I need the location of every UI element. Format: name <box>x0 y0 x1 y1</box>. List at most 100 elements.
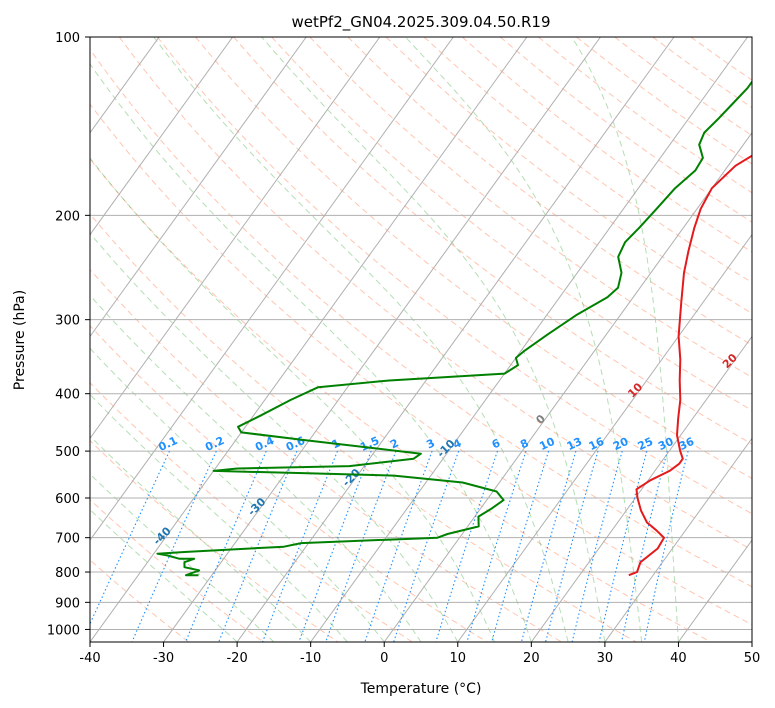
mixing-ratio-line <box>364 450 433 642</box>
dry-adiabat-line <box>652 37 752 109</box>
isotherm-gridline <box>678 539 752 642</box>
dry-adiabat-line <box>461 37 752 253</box>
isotherm-gridline <box>383 131 752 642</box>
mixing-ratio-line <box>598 450 648 642</box>
x-tick-label: 20 <box>523 651 540 666</box>
y-tick-label: 600 <box>55 492 80 507</box>
moist-adiabat-line <box>90 63 532 642</box>
dry-adiabat-line <box>90 439 339 642</box>
dry-adiabat-line <box>347 37 752 346</box>
isotherm-gridline <box>457 233 752 642</box>
y-tick-label: 300 <box>55 314 80 329</box>
moist-adiabat-line <box>90 473 275 642</box>
mixing-ratio-line <box>325 450 397 642</box>
y-tick-label: 200 <box>55 209 80 224</box>
isotherm-gridline <box>604 437 752 642</box>
dry-adiabat-line <box>385 37 752 315</box>
dry-adiabat-line <box>233 37 752 445</box>
mixing-ratio-label: 20 <box>611 435 631 453</box>
isotherm-label: -40 <box>151 524 174 547</box>
mixing-ratio-line <box>520 450 577 642</box>
mixing-ratio-line <box>435 450 499 642</box>
isotherm-gridline <box>90 37 234 236</box>
mixing-ratio-line <box>185 450 267 642</box>
isotherm-label: -20 <box>340 466 363 489</box>
x-tick-label: 0 <box>380 651 388 666</box>
x-tick-label: 30 <box>597 651 614 666</box>
dry-adiabat-line <box>614 37 752 137</box>
moist-adiabat-line <box>90 294 422 642</box>
moist-adiabat-line <box>90 347 385 642</box>
moist-adiabat-line <box>90 157 496 642</box>
x-tick-label: 50 <box>744 651 761 666</box>
background-lines <box>0 37 752 642</box>
isotherm-gridline <box>236 37 675 642</box>
dry-adiabat-line <box>90 213 637 642</box>
moist-adiabat-line <box>405 37 643 642</box>
profile-lines <box>156 80 752 577</box>
x-tick-label: -10 <box>300 651 321 666</box>
mixing-ratio-line <box>643 450 689 642</box>
y-tick-label: 700 <box>55 532 80 547</box>
mixing-ratio-line <box>90 450 170 626</box>
y-tick-label: 400 <box>55 388 80 403</box>
dry-adiabat-line <box>271 37 752 411</box>
mixing-ratio-line <box>218 450 298 642</box>
axis-ticks: -40 -30 -20 -10 0 10 20 30 40 5010020030040050060… <box>47 31 760 666</box>
x-tick-label: 10 <box>450 651 467 666</box>
mixing-ratio-line <box>261 450 339 642</box>
isotherm-gridline <box>90 37 454 542</box>
isotherm-label: 10 <box>625 380 645 400</box>
mixing-ratio-label: 13 <box>565 435 584 453</box>
plot-frame <box>89 36 753 643</box>
dry-adiabat-line <box>90 559 190 642</box>
mixing-ratio-line <box>571 450 623 642</box>
chart-title: wetPf2_GN04.2025.309.04.50.R19 <box>291 13 550 32</box>
isotherm-gridline <box>163 37 601 642</box>
isotherm-label: -30 <box>245 495 268 518</box>
moist-adiabat-line <box>90 393 348 642</box>
moist-adiabat-line <box>153 37 569 642</box>
isotherm-label: 0 <box>533 412 548 427</box>
mixing-ratio-line <box>298 450 372 642</box>
y-tick-label: 900 <box>55 596 80 611</box>
dry-adiabat-line <box>90 324 488 642</box>
mixing-ratio-line <box>131 450 217 642</box>
dewpoint-line <box>156 80 752 577</box>
y-tick-label: 100 <box>55 31 80 46</box>
x-tick-label: -30 <box>153 651 174 666</box>
dry-adiabat-line <box>90 103 752 626</box>
mixing-ratio-line <box>466 450 527 642</box>
dry-adiabat-line <box>90 158 712 642</box>
mixing-ratio-line <box>491 450 550 642</box>
mixing-ratio-line <box>393 450 460 642</box>
dry-adiabat-line <box>90 48 752 588</box>
y-tick-label: 1000 <box>47 623 80 638</box>
x-tick-label: -40 <box>79 651 100 666</box>
moist-adiabat-line <box>90 232 459 642</box>
mixing-ratio-line <box>545 450 599 642</box>
isotherm-gridline <box>90 37 381 440</box>
isotherm-gridline <box>0 37 12 642</box>
dry-adiabat-line <box>90 268 562 642</box>
y-axis-title: Pressure (hPa) <box>12 290 28 390</box>
x-tick-label: -20 <box>226 651 247 666</box>
isotherm-gridline <box>90 37 307 338</box>
y-tick-label: 500 <box>55 445 80 460</box>
x-axis-title: Temperature (°C) <box>360 681 482 697</box>
dry-adiabat-line <box>690 37 752 81</box>
mixing-ratio-label: 36 <box>677 435 697 453</box>
mixing-ratio-label: 16 <box>587 435 607 453</box>
dry-adiabat-line <box>118 37 752 551</box>
mixing-ratio-label: 6 <box>490 436 503 451</box>
y-tick-label: 800 <box>55 566 80 581</box>
isotherm-gridline <box>310 37 748 642</box>
temperature-line <box>628 154 752 577</box>
moist-adiabat-line <box>261 37 606 642</box>
isotherm-gridline <box>530 335 752 642</box>
dry-adiabat-line <box>157 37 752 515</box>
dry-adiabat-line <box>195 37 752 480</box>
mixing-ratio-line <box>621 450 668 642</box>
isotherm-gridline <box>90 37 528 642</box>
